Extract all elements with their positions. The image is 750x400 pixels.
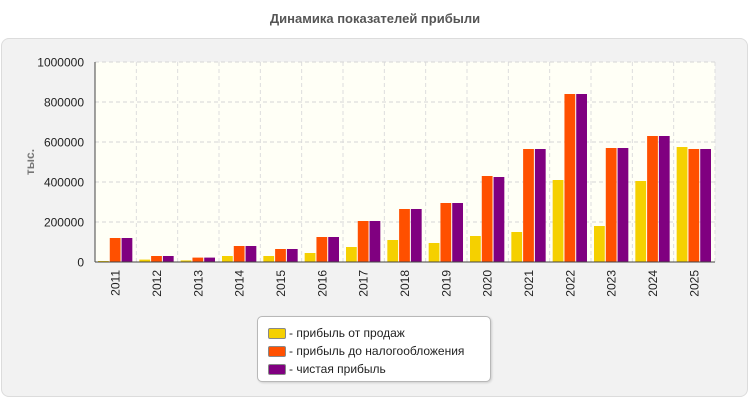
legend-label-net-profit: - чистая прибыль <box>289 362 386 376</box>
legend-swatch-sales-profit <box>268 327 286 339</box>
x-tick-label: 2025 <box>687 270 701 297</box>
y-tick-label: 600000 <box>44 136 84 150</box>
bar-2020-series-3 <box>493 177 505 262</box>
chart-title: Динамика показателей прибыли <box>269 11 481 26</box>
bar-2025-series-3 <box>700 149 711 262</box>
legend: - прибыль от продаж - прибыль до налогоо… <box>257 316 491 382</box>
bar-2013-series-2 <box>192 257 204 262</box>
legend-item-pretax-profit: - прибыль до налогообложения <box>268 342 490 360</box>
bar-2018-series-1 <box>387 240 399 262</box>
bar-2024-series-1 <box>635 181 647 262</box>
legend-label-sales-profit: - прибыль от продаж <box>289 326 405 340</box>
bar-2022-series-1 <box>552 180 564 262</box>
x-tick-label: 2019 <box>439 270 453 297</box>
bar-2017-series-2 <box>357 221 369 262</box>
bar-2019-series-3 <box>452 203 463 262</box>
legend-item-net-profit: - чистая прибыль <box>268 360 490 378</box>
x-tick-label: 2022 <box>563 270 577 297</box>
bar-2012-series-1 <box>139 259 151 262</box>
x-tick-label: 2023 <box>605 270 619 297</box>
bar-2021-series-3 <box>534 149 546 262</box>
bar-2015-series-3 <box>286 249 298 262</box>
x-tick-label: 2013 <box>191 270 205 297</box>
bar-2015-series-2 <box>275 249 286 262</box>
legend-item-sales-profit: - прибыль от продаж <box>268 324 490 342</box>
bar-2014-series-3 <box>245 246 257 262</box>
bar-2024-series-2 <box>647 136 658 262</box>
bar-2022-series-2 <box>564 94 576 262</box>
bar-2019-series-2 <box>440 203 452 262</box>
bar-2016-series-2 <box>316 237 328 262</box>
y-tick-label: 400000 <box>44 176 84 190</box>
bar-2012-series-2 <box>151 256 162 262</box>
bar-2014-series-1 <box>222 256 233 262</box>
bar-2018-series-3 <box>410 209 422 262</box>
bar-2017-series-3 <box>369 221 381 262</box>
bar-2020-series-2 <box>481 176 493 262</box>
bar-2017-series-1 <box>346 247 357 262</box>
legend-label-pretax-profit: - прибыль до налогообложения <box>289 344 465 358</box>
x-tick-label: 2012 <box>150 270 164 297</box>
legend-swatch-pretax-profit <box>268 345 286 357</box>
bar-2018-series-2 <box>399 209 410 262</box>
bar-2023-series-3 <box>617 148 629 262</box>
bar-2023-series-2 <box>605 148 617 262</box>
x-tick-label: 2020 <box>481 270 495 297</box>
bar-2020-series-1 <box>470 236 481 262</box>
bar-2013-series-1 <box>180 260 192 262</box>
bar-2019-series-1 <box>428 243 440 262</box>
bar-2025-series-2 <box>688 149 700 262</box>
bar-2011-series-2 <box>109 238 121 262</box>
bar-2024-series-3 <box>658 136 670 262</box>
bar-2012-series-3 <box>162 256 174 262</box>
x-tick-label: 2014 <box>233 270 247 297</box>
x-tick-label: 2021 <box>522 270 536 297</box>
bar-2021-series-2 <box>523 149 534 262</box>
bar-2016-series-1 <box>304 253 316 262</box>
bar-2011-series-3 <box>121 238 133 262</box>
bar-2013-series-3 <box>204 257 215 262</box>
bar-2016-series-3 <box>328 237 339 262</box>
bar-2021-series-1 <box>511 232 523 262</box>
x-tick-label: 2011 <box>109 270 123 296</box>
x-tick-label: 2016 <box>315 270 329 297</box>
x-tick-label: 2017 <box>357 270 371 297</box>
bar-2014-series-2 <box>233 246 245 262</box>
legend-swatch-net-profit <box>268 363 286 375</box>
bar-2023-series-1 <box>594 226 605 262</box>
y-tick-label: 0 <box>77 256 84 270</box>
x-tick-label: 2018 <box>398 270 412 297</box>
y-axis-label: тыс. <box>23 148 37 176</box>
bar-2015-series-1 <box>263 256 275 262</box>
bar-2022-series-3 <box>576 94 587 262</box>
y-tick-label: 200000 <box>44 216 84 230</box>
x-tick-label: 2015 <box>274 270 288 297</box>
y-tick-label: 800000 <box>44 96 84 110</box>
x-tick-label: 2024 <box>646 270 660 297</box>
y-tick-label: 1000000 <box>37 56 84 70</box>
bar-2025-series-1 <box>676 147 688 262</box>
